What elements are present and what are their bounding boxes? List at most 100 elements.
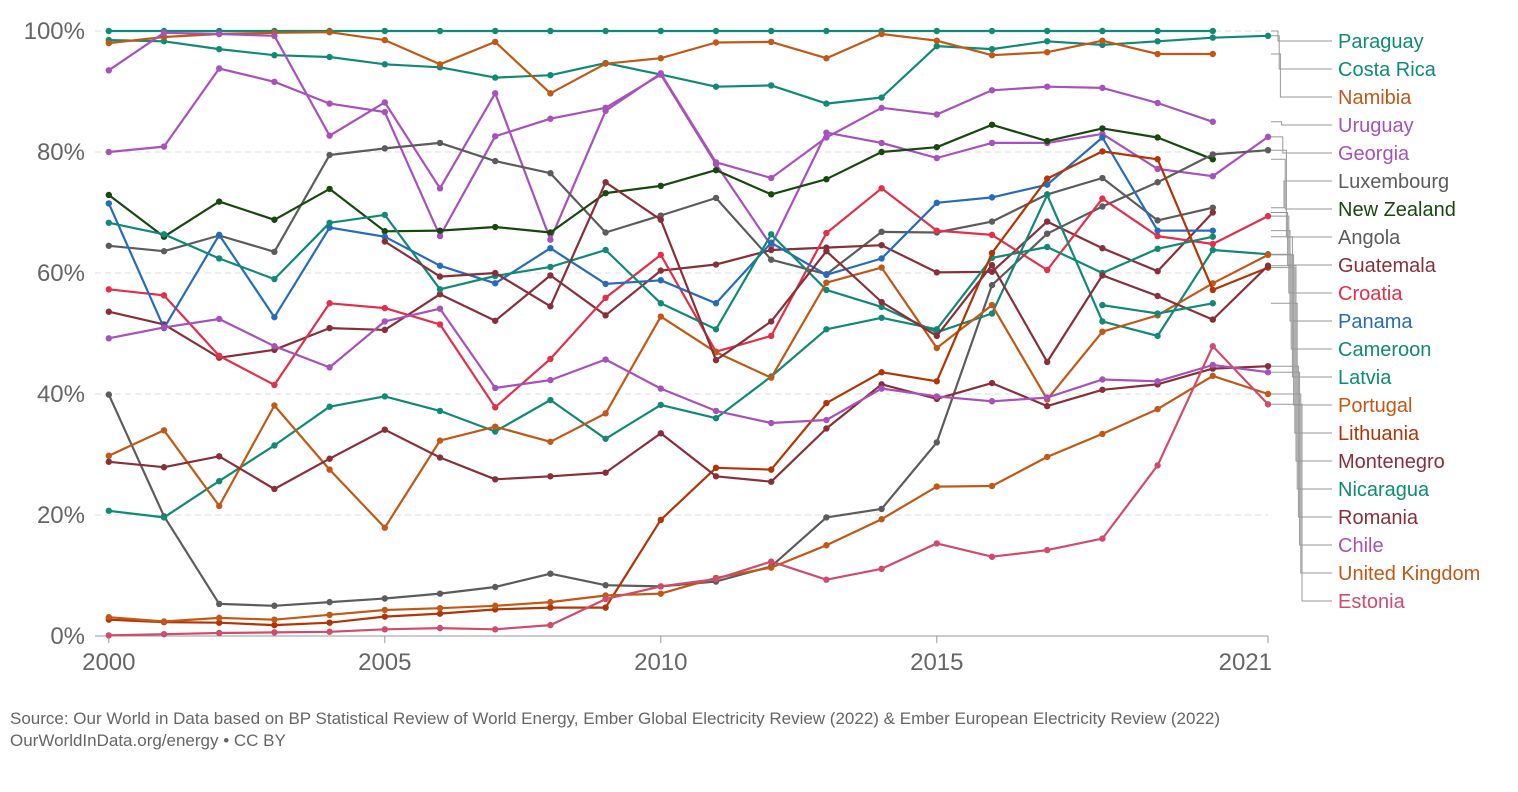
legend-label-panama[interactable]: Panama [1338,311,1413,333]
data-point [547,303,554,310]
data-point [602,435,609,442]
data-point [988,45,996,53]
legend-connector [1271,212,1332,266]
data-point [1044,38,1051,45]
series-line [108,67,1269,247]
data-point [381,99,388,106]
data-point [216,453,223,460]
data-point [1264,251,1272,259]
data-point [436,604,444,612]
legend-label-montenegro[interactable]: Montenegro [1338,451,1445,473]
legend-connector [1271,254,1332,406]
data-point [823,176,830,183]
data-point [933,326,940,333]
data-point [878,228,885,236]
legend-label-latvia[interactable]: Latvia [1338,367,1392,389]
data-point [878,505,885,513]
data-point [547,236,554,243]
data-point [657,590,664,597]
series-line [108,345,1269,637]
data-point [1209,118,1217,125]
site-link[interactable]: OurWorldInData.org/energy • CC BY [10,731,286,750]
data-point [878,298,885,306]
legend-label-costa-rica[interactable]: Costa Rica [1338,59,1437,81]
data-point [823,248,830,255]
legend-label-paraguay[interactable]: Paraguay [1338,31,1424,53]
data-point [602,312,609,319]
series-latvia[interactable] [105,233,1217,521]
data-point [712,300,720,307]
legend-label-portugal[interactable]: Portugal [1338,395,1413,417]
data-point [216,198,223,205]
data-point [547,169,554,177]
legend-label-chile[interactable]: Chile [1338,535,1384,557]
data-point [160,143,168,150]
legend-label-georgia[interactable]: Georgia [1338,143,1410,165]
data-point [492,583,499,591]
legend-label-new-zealand[interactable]: New Zealand [1338,199,1456,221]
series-lithuania[interactable] [105,148,1272,629]
series-united-kingdom[interactable] [105,372,1272,625]
data-point [271,621,278,629]
series-costa-rica[interactable] [105,32,1272,107]
series-line [108,34,1269,105]
legend-label-estonia[interactable]: Estonia [1338,591,1406,613]
data-point [933,199,940,207]
data-point [381,626,388,633]
data-point [1154,156,1161,163]
data-point [823,425,830,432]
legend-label-cameroon[interactable]: Cameroon [1338,339,1431,361]
data-point [271,343,278,350]
legend-connector [1271,403,1332,602]
legend-label-luxembourg[interactable]: Luxembourg [1338,171,1449,193]
series-romania[interactable] [105,362,1272,493]
data-point [1044,181,1051,188]
series-croatia[interactable] [105,185,1272,411]
data-point [547,438,554,445]
data-point [878,516,885,523]
series-montenegro[interactable] [381,179,1272,366]
series-cameroon[interactable] [105,191,1272,340]
data-point [933,269,940,276]
data-point [768,419,775,427]
data-point [492,428,499,435]
x-tick-label: 2005 [358,649,411,676]
data-point [602,595,609,603]
data-point [823,100,830,107]
data-point [436,273,444,280]
legend-label-croatia[interactable]: Croatia [1338,283,1403,305]
data-point [602,229,609,236]
series-chile[interactable] [105,305,1272,427]
series-portugal[interactable] [105,251,1272,531]
data-point [436,590,444,597]
data-point [436,407,444,415]
data-point [436,437,444,444]
data-point [1044,83,1051,90]
data-point [492,74,499,81]
data-point [657,583,664,590]
legend-label-romania[interactable]: Romania [1338,507,1419,529]
legend-label-nicaragua[interactable]: Nicaragua [1338,479,1430,501]
data-point [160,324,168,331]
data-point [492,27,499,35]
data-point [988,268,996,275]
legend-label-namibia[interactable]: Namibia [1338,87,1412,109]
data-point [602,469,609,476]
series-namibia[interactable] [105,29,1217,97]
data-point [823,514,830,521]
series-nicaragua[interactable] [1099,300,1217,317]
legend-label-lithuania[interactable]: Lithuania [1338,423,1420,445]
series-uruguay[interactable] [105,29,1217,243]
data-point [1154,462,1161,469]
legend-label-united-kingdom[interactable]: United Kingdom [1338,563,1480,585]
data-point [712,160,720,168]
series-line [108,307,1269,425]
data-point [492,157,499,165]
series-georgia[interactable] [105,65,1272,249]
legend-label-uruguay[interactable]: Uruguay [1338,115,1414,137]
legend-label-angola[interactable]: Angola [1338,227,1401,249]
data-point [326,132,333,139]
series-estonia[interactable] [105,343,1272,639]
data-point [988,553,996,560]
legend-label-guatemala[interactable]: Guatemala [1338,255,1437,277]
